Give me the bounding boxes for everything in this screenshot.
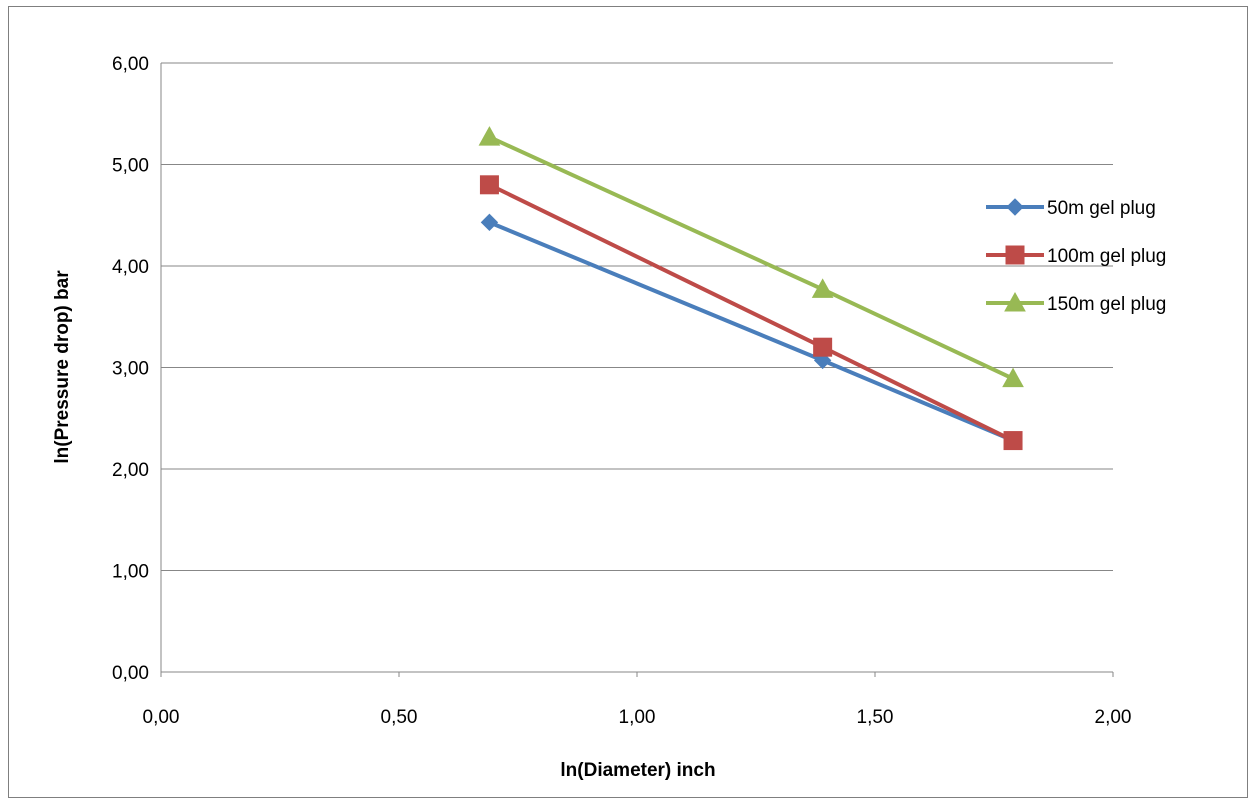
x-tick-label: 1,00 bbox=[619, 707, 656, 728]
data-point bbox=[1003, 369, 1023, 387]
legend-marker bbox=[1007, 199, 1023, 215]
data-point bbox=[481, 214, 497, 230]
legend-label: 150m gel plug bbox=[1047, 294, 1166, 315]
data-point bbox=[480, 176, 498, 194]
x-tick-labels: 0,00 0,50 1,00 1,50 2,00 bbox=[143, 707, 1132, 728]
y-tick-label: 3,00 bbox=[112, 359, 149, 380]
data-point bbox=[814, 338, 832, 356]
data-point bbox=[1004, 432, 1022, 450]
series-group bbox=[479, 127, 1023, 449]
y-tick-label: 4,00 bbox=[112, 257, 149, 278]
y-tick-labels: 0,00 1,00 2,00 3,00 4,00 5,00 6,00 bbox=[112, 54, 149, 684]
y-axis-title: ln(Pressure drop) bar bbox=[52, 270, 73, 464]
x-tick-label: 0,00 bbox=[143, 707, 180, 728]
x-axis-title: ln(Diameter) inch bbox=[560, 760, 715, 781]
x-tick-label: 1,50 bbox=[857, 707, 894, 728]
y-tick-label: 0,00 bbox=[112, 663, 149, 684]
axes bbox=[161, 63, 1113, 677]
legend-label: 100m gel plug bbox=[1047, 246, 1166, 267]
series-line bbox=[489, 137, 1013, 379]
y-tick-label: 6,00 bbox=[112, 54, 149, 75]
x-tick-label: 2,00 bbox=[1095, 707, 1132, 728]
y-tick-label: 5,00 bbox=[112, 156, 149, 177]
legend-label: 50m gel plug bbox=[1047, 198, 1156, 219]
y-tick-label: 1,00 bbox=[112, 562, 149, 583]
legend: 50m gel plug 100m gel plug 150m gel plug bbox=[986, 198, 1166, 315]
series-line bbox=[489, 185, 1013, 441]
data-point bbox=[479, 127, 499, 145]
legend-marker bbox=[1006, 246, 1024, 264]
y-tick-label: 2,00 bbox=[112, 460, 149, 481]
gridlines bbox=[161, 63, 1113, 571]
x-tick-label: 0,50 bbox=[381, 707, 418, 728]
